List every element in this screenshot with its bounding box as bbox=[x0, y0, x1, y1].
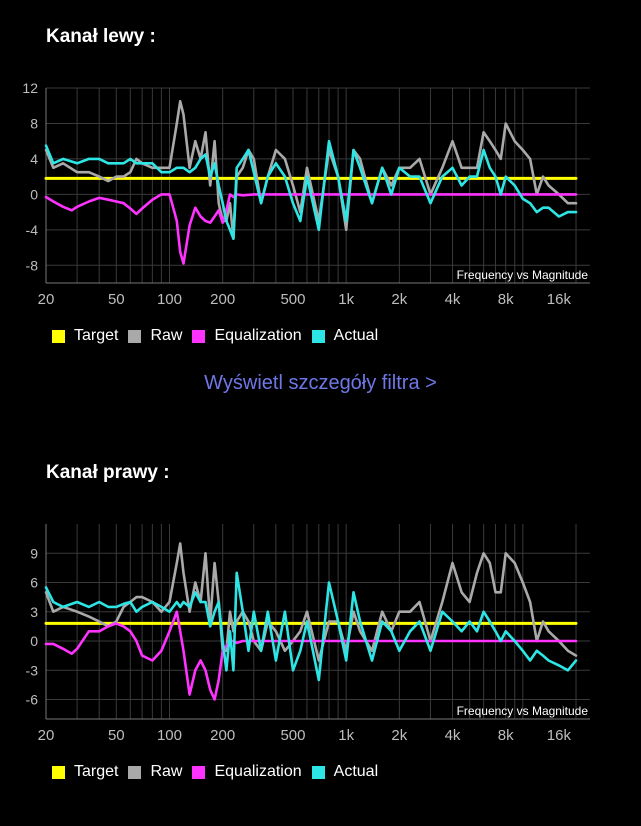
series-line-equalization bbox=[44, 193, 578, 265]
x-tick-label: 500 bbox=[280, 727, 305, 744]
filter-details-link[interactable]: Wyświetl szczegóły filtra > bbox=[204, 372, 437, 394]
left-channel-chart: 12 8 4 0 -4 -8 20 50 100 200 500 1k 2k 4k 8k 16k Frequen… bbox=[0, 70, 641, 390]
left-channel-legend: Target Raw Equalization Actual bbox=[52, 326, 388, 346]
y-tick-label: -6 bbox=[26, 692, 39, 708]
y-tick-label: 0 bbox=[30, 633, 38, 649]
y-tick-label: 3 bbox=[30, 604, 38, 620]
legend-swatch-equalization bbox=[192, 329, 206, 343]
legend-swatch-raw bbox=[128, 765, 142, 779]
legend-label-raw: Raw bbox=[150, 327, 183, 344]
y-tick-label: 12 bbox=[22, 80, 38, 96]
x-tick-label: 8k bbox=[498, 291, 514, 308]
legend-swatch-actual bbox=[311, 765, 325, 779]
y-tick-label: 4 bbox=[30, 151, 38, 167]
x-tick-label: 2k bbox=[391, 291, 407, 308]
x-tick-label: 8k bbox=[498, 727, 514, 744]
x-tick-label: 100 bbox=[157, 291, 182, 308]
x-tick-label: 500 bbox=[280, 291, 305, 308]
legend-item-target: Target bbox=[52, 327, 118, 345]
legend-item-raw: Raw bbox=[128, 327, 182, 345]
y-tick-label: 8 bbox=[30, 115, 38, 131]
chart-annotation: Frequency vs Magnitude bbox=[457, 268, 589, 282]
grid bbox=[45, 524, 590, 719]
left-channel-chart-svg: 12 8 4 0 -4 -8 20 50 100 200 500 1k 2k 4k 8k 16k Frequen… bbox=[22, 80, 590, 308]
right-channel-legend: Target Raw Equalization Actual bbox=[52, 762, 388, 782]
legend-label-target: Target bbox=[74, 763, 119, 780]
legend-label-equalization: Equalization bbox=[214, 327, 302, 344]
legend-swatch-target bbox=[52, 765, 65, 779]
legend-label-raw: Raw bbox=[150, 763, 183, 780]
legend-item-actual: Actual bbox=[311, 327, 379, 345]
series-line-equalization bbox=[44, 610, 578, 701]
y-tick-label: 9 bbox=[30, 545, 38, 561]
x-tick-label: 50 bbox=[108, 727, 125, 744]
legend-item-actual: Actual bbox=[311, 763, 379, 781]
right-channel-chart-svg: 9 6 3 0 -3 -6 20 50 100 200 500 1k 2k 4k 8k 16k Frequenc… bbox=[26, 524, 590, 744]
left-channel-title: Kanał lewy : bbox=[46, 26, 156, 47]
x-tick-label: 2k bbox=[391, 727, 407, 744]
x-tick-label: 200 bbox=[210, 727, 235, 744]
y-tick-label: -8 bbox=[26, 257, 39, 273]
x-tick-label: 4k bbox=[445, 291, 461, 308]
chart-annotation: Frequency vs Magnitude bbox=[457, 704, 589, 718]
legend-swatch-raw bbox=[128, 329, 142, 343]
x-tick-label: 50 bbox=[108, 291, 125, 308]
x-tick-label: 16k bbox=[547, 727, 572, 744]
x-tick-label: 16k bbox=[547, 291, 572, 308]
legend-label-actual: Actual bbox=[333, 327, 379, 344]
legend-label-target: Target bbox=[74, 327, 119, 344]
x-tick-label: 4k bbox=[445, 727, 461, 744]
y-tick-label: -3 bbox=[26, 662, 39, 678]
series-line-raw bbox=[44, 99, 578, 240]
legend-label-actual: Actual bbox=[333, 763, 379, 780]
x-tick-label: 20 bbox=[38, 727, 55, 744]
y-tick-label: 6 bbox=[30, 575, 38, 591]
series-line-actual bbox=[44, 571, 578, 682]
legend-swatch-actual bbox=[311, 329, 325, 343]
grid bbox=[45, 87, 590, 283]
legend-item-target: Target bbox=[52, 763, 118, 781]
legend-item-raw: Raw bbox=[128, 763, 182, 781]
x-tick-label: 1k bbox=[338, 291, 354, 308]
legend-item-equalization: Equalization bbox=[192, 327, 302, 345]
x-tick-label: 100 bbox=[157, 727, 182, 744]
right-channel-chart: 9 6 3 0 -3 -6 20 50 100 200 500 1k 2k 4k 8k 16k Frequenc… bbox=[0, 506, 641, 826]
x-tick-label: 20 bbox=[38, 291, 55, 308]
legend-swatch-target bbox=[52, 329, 65, 343]
y-tick-label: 0 bbox=[30, 186, 38, 202]
legend-label-equalization: Equalization bbox=[214, 763, 302, 780]
legend-swatch-equalization bbox=[192, 765, 206, 779]
y-tick-label: -4 bbox=[26, 222, 39, 238]
right-channel-title: Kanał prawy : bbox=[46, 462, 170, 483]
x-tick-label: 200 bbox=[210, 291, 235, 308]
series-line-actual bbox=[44, 139, 578, 240]
x-tick-label: 1k bbox=[338, 727, 354, 744]
legend-item-equalization: Equalization bbox=[192, 763, 302, 781]
